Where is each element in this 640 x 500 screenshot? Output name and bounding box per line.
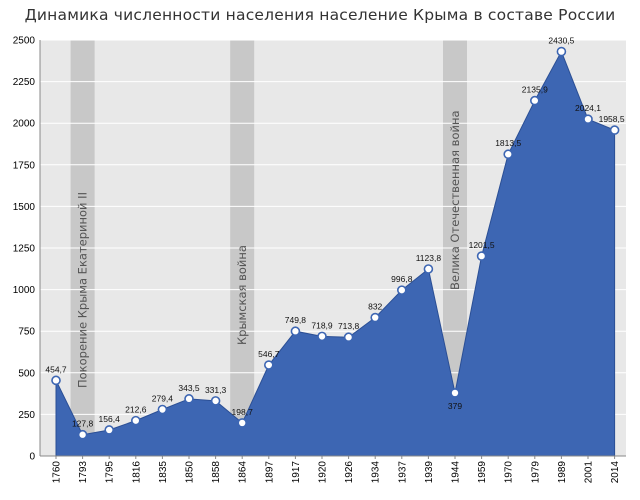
data-point-1979 [529, 95, 540, 106]
data-point-1858 [210, 396, 221, 406]
data-label-1816: 212,6 [125, 405, 147, 415]
x-tick-1858: 1858 [211, 461, 222, 484]
annotation-label-1: Покорение Крыма Екатериной II [76, 192, 90, 388]
data-label-1917: 749,8 [285, 315, 307, 325]
y-tick-2250: 2250 [13, 77, 36, 88]
y-tick-500: 500 [18, 368, 35, 379]
data-labels: 454,7 127,8 156,4 212,6 279,4 343,5 331,3 198,7… [45, 36, 625, 429]
x-tick-1989: 1989 [557, 461, 568, 484]
annotation-label-3: Велика Отечественная война [448, 110, 462, 290]
data-label-1979: 2135,9 [522, 85, 548, 95]
data-label-1989: 2430,5 [548, 36, 574, 46]
annotation-label-2: Крымская война [235, 245, 249, 345]
y-tick-750: 750 [18, 327, 35, 338]
data-label-1944: 379 [448, 401, 462, 411]
data-point-1920 [317, 331, 327, 342]
x-tick-1917: 1917 [291, 461, 302, 484]
y-tick-0: 0 [29, 452, 35, 463]
data-point-1917 [290, 326, 301, 337]
data-point-2014 [609, 125, 620, 135]
x-tick-1835: 1835 [158, 461, 169, 484]
data-label-1850: 343,5 [178, 383, 200, 393]
data-point-1970 [503, 149, 514, 160]
annotation-labels: Покорение Крыма Екатериной II Крымская во… [76, 110, 462, 388]
x-tick-1926: 1926 [344, 461, 355, 484]
data-label-1959: 1201,5 [469, 240, 495, 250]
x-tick-1920: 1920 [318, 461, 329, 484]
data-label-1897: 546,7 [258, 349, 280, 359]
x-tick-1795: 1795 [105, 461, 116, 484]
data-label-1970: 1813,5 [495, 138, 521, 148]
data-label-1937: 996,8 [391, 274, 413, 284]
data-label-2001: 2024,1 [575, 103, 601, 113]
x-tick-1864: 1864 [238, 461, 249, 484]
x-tick-1939: 1939 [424, 461, 435, 484]
data-point-2001 [583, 114, 593, 124]
data-point-1793 [77, 429, 88, 440]
data-point-1944 [450, 388, 460, 398]
y-tick-250: 250 [18, 410, 35, 421]
data-label-1926: 713,8 [338, 321, 360, 331]
axes [39, 40, 626, 457]
x-tick-1816: 1816 [131, 461, 142, 484]
x-tick-labels: 1760 1793 1795 1816 1835 1850 1858 1864 1897 1917… [52, 456, 621, 484]
data-point-1760 [51, 375, 61, 386]
x-tick-2014: 2014 [610, 461, 621, 484]
data-point-1850 [184, 394, 194, 404]
x-tick-1970: 1970 [504, 461, 515, 484]
data-label-1795: 156,4 [99, 414, 121, 424]
y-tick-2000: 2000 [13, 119, 36, 130]
data-point-1959 [476, 251, 487, 261]
data-markers [51, 46, 620, 440]
y-tick-1500: 1500 [13, 202, 36, 213]
data-label-1858: 331,3 [205, 385, 227, 395]
data-label-1835: 279,4 [152, 394, 174, 404]
x-tick-2001: 2001 [584, 461, 595, 484]
data-label-1939: 1123,8 [416, 253, 442, 263]
x-tick-1959: 1959 [477, 461, 488, 484]
x-tick-1793: 1793 [78, 461, 89, 484]
x-tick-1850: 1850 [185, 461, 196, 484]
chart-title: Динамика численности населения население… [24, 6, 616, 24]
x-tick-1760: 1760 [52, 461, 63, 484]
y-tick-labels: 0 250 500 750 1000 1250 1500 1750 2000 2250 2500 [13, 36, 36, 463]
data-point-1926 [343, 332, 354, 343]
data-label-1920: 718,9 [311, 320, 333, 330]
y-tick-1250: 1250 [13, 244, 36, 255]
y-tick-1750: 1750 [13, 160, 36, 171]
data-point-1939 [423, 264, 434, 274]
data-label-1934: 832 [368, 302, 382, 312]
data-point-1864 [237, 418, 247, 428]
data-point-1795 [104, 425, 114, 435]
y-tick-2500: 2500 [13, 36, 36, 47]
x-tick-1944: 1944 [451, 461, 462, 484]
y-tick-1000: 1000 [13, 285, 36, 296]
x-tick-1937: 1937 [397, 461, 408, 484]
data-point-1835 [157, 404, 168, 415]
x-tick-1897: 1897 [264, 461, 275, 484]
data-point-1934 [370, 312, 381, 323]
data-point-1816 [131, 415, 141, 426]
data-label-1760: 454,7 [45, 364, 67, 374]
data-label-1864: 198,7 [232, 407, 254, 417]
data-label-2014: 1958,5 [599, 114, 625, 124]
data-point-1897 [263, 360, 274, 370]
x-tick-1934: 1934 [371, 461, 382, 484]
data-label-1793: 127,8 [72, 419, 94, 429]
data-point-1937 [396, 285, 407, 295]
data-point-1989 [556, 46, 567, 57]
x-tick-1979: 1979 [530, 461, 541, 484]
